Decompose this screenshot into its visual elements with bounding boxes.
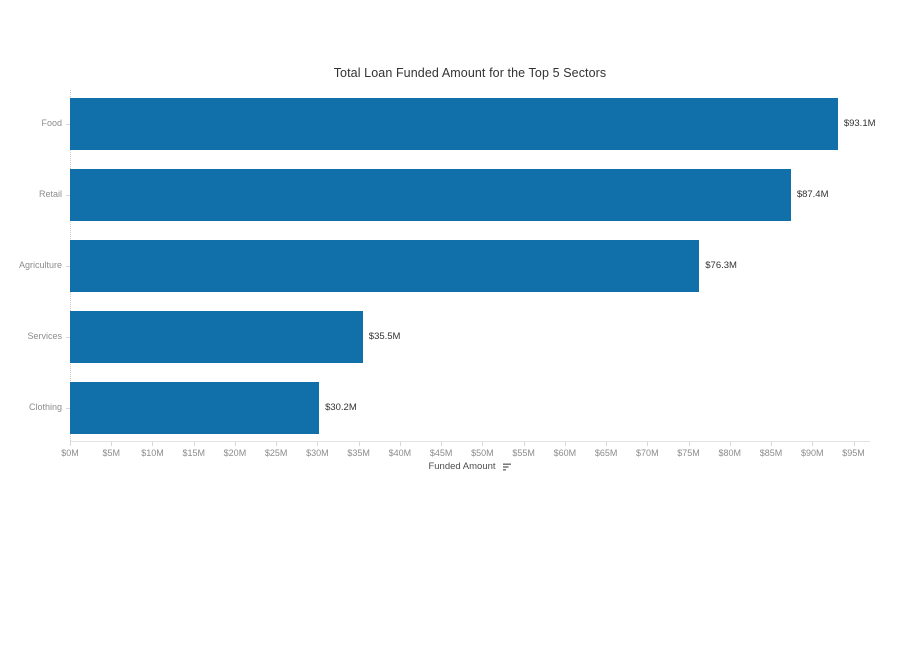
category-tick [66, 408, 70, 409]
x-axis-tick-mark [399, 442, 401, 446]
x-axis-title-label: Funded Amount [428, 461, 496, 472]
x-axis-tick-label: $15M [182, 448, 205, 458]
x-axis-tick-label: $60M [553, 448, 577, 458]
x-axis-tick-mark [70, 442, 71, 446]
x-axis-tick-mark [647, 442, 649, 446]
x-axis-tick-label: $95M [842, 448, 865, 458]
x-axis-tick-label: $5M [102, 448, 120, 458]
x-axis-tick-mark [111, 442, 113, 446]
bar-clothing[interactable] [70, 382, 320, 434]
x-axis-tick-mark [771, 442, 773, 446]
x-axis-tick-label: $50M [471, 448, 494, 458]
x-axis-tick-mark [812, 442, 814, 446]
x-axis-tick-mark [564, 442, 566, 446]
x-axis-tick-label: $70M [636, 448, 659, 458]
x-axis-tick-label: $0M [61, 448, 79, 458]
sort-descending-icon[interactable] [501, 462, 512, 472]
x-axis-tick-label: $55M [512, 448, 535, 458]
bar-retail[interactable] [70, 169, 791, 221]
x-axis-tick-mark [193, 442, 195, 446]
category-tick [66, 337, 70, 338]
category-tick [66, 266, 70, 267]
bar-agriculture[interactable] [70, 240, 700, 292]
bar-services[interactable] [70, 311, 363, 363]
x-axis-line [70, 441, 870, 442]
x-axis-tick-mark [606, 442, 608, 446]
x-axis-tick-mark [853, 442, 855, 446]
x-axis-tick-mark [441, 442, 443, 446]
plot-area [70, 90, 870, 441]
category-label-services: Services [27, 331, 62, 341]
category-tick [66, 195, 70, 196]
x-axis-title: Funded Amount [70, 461, 870, 472]
value-label-food: $93.1M [843, 118, 876, 129]
category-tick [66, 124, 70, 125]
chart-title: Total Loan Funded Amount for the Top 5 S… [333, 66, 607, 80]
bar-food[interactable] [70, 98, 838, 150]
x-axis-tick-label: $45M [429, 448, 453, 458]
x-axis-tick-mark [523, 442, 525, 446]
x-axis-tick-mark [276, 442, 278, 446]
value-label-retail: $87.4M [796, 189, 829, 200]
x-axis-tick-mark [688, 442, 690, 446]
value-label-agriculture: $76.3M [705, 260, 737, 271]
x-axis-tick-label: $90M [801, 448, 824, 458]
x-axis-tick-mark [729, 442, 731, 446]
value-label-services: $35.5M [368, 331, 401, 342]
x-axis-tick-label: $65M [594, 448, 618, 458]
x-axis-tick-label: $85M [759, 448, 783, 458]
x-axis-tick-label: $30M [306, 448, 329, 458]
x-axis-tick-mark [234, 442, 236, 446]
x-axis-tick-label: $40M [388, 448, 412, 458]
x-axis-tick-label: $35M [347, 448, 370, 458]
value-label-clothing: $30.2M [325, 402, 357, 413]
x-axis-tick-label: $75M [677, 448, 700, 458]
x-axis-tick-label: $20M [223, 448, 247, 458]
x-axis-tick-mark [152, 442, 154, 446]
category-label-agriculture: Agriculture [18, 260, 62, 270]
x-axis-tick-mark [317, 442, 319, 446]
category-label-retail: Retail [38, 189, 62, 199]
x-axis-tick-label: $25M [264, 448, 288, 458]
x-axis-tick-mark [358, 442, 360, 446]
x-axis-tick-mark [482, 442, 484, 446]
category-label-clothing: Clothing [28, 402, 62, 412]
category-label-food: Food [41, 118, 62, 128]
x-axis-tick-label: $80M [718, 448, 742, 458]
x-axis-tick-label: $10M [141, 448, 164, 458]
